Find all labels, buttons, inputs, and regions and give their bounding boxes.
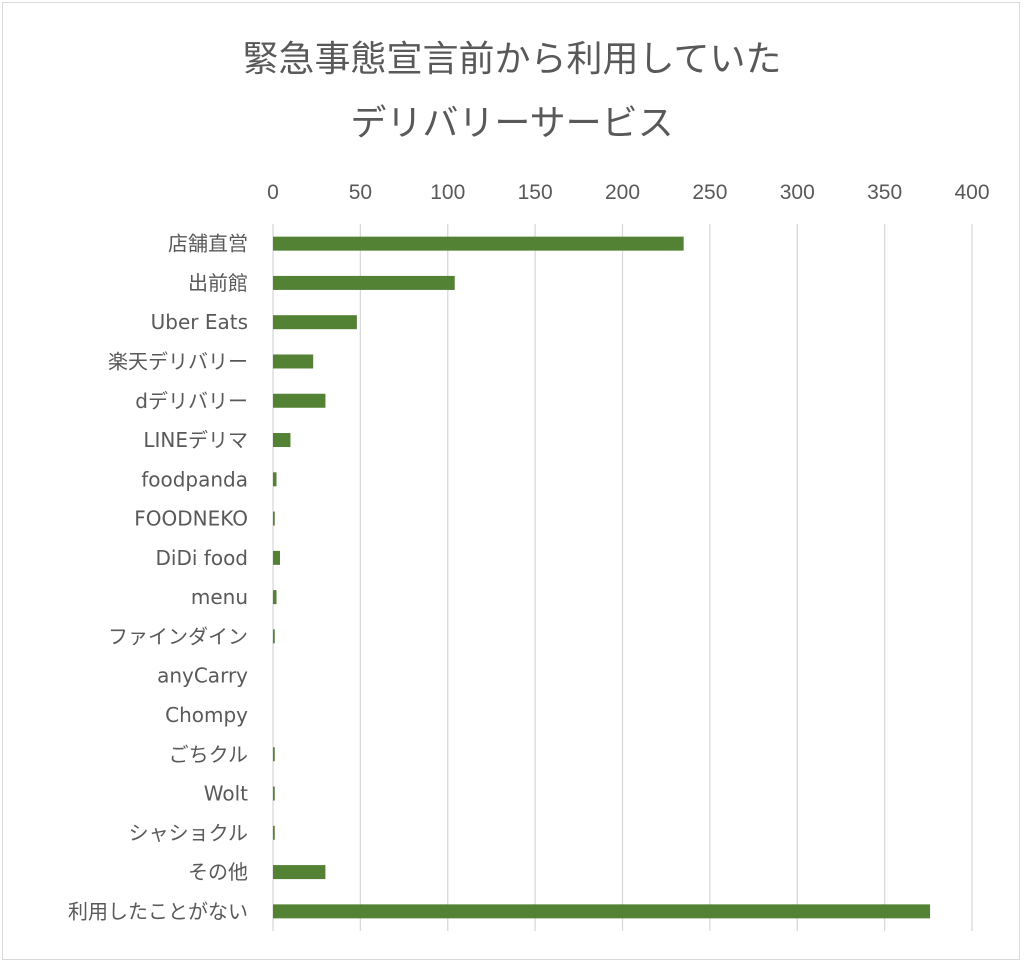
category-label: dデリバリー (135, 389, 248, 413)
bar (273, 393, 326, 408)
x-tick-label: 400 (954, 181, 989, 204)
bar (273, 550, 280, 565)
bar (273, 825, 275, 840)
bar (273, 904, 931, 919)
x-tick-label: 250 (692, 181, 727, 204)
category-label: Wolt (204, 782, 248, 806)
bar (273, 433, 291, 448)
category-label: 店舗直営 (168, 232, 248, 256)
category-label: DiDi food (156, 546, 248, 570)
bar (273, 629, 275, 644)
x-tick-label: 350 (867, 181, 902, 204)
category-label: 楽天デリバリー (108, 349, 248, 373)
category-label: FOODNEKO (134, 507, 248, 531)
category-label: 出前館 (188, 271, 248, 295)
category-label: その他 (188, 860, 248, 884)
category-label: ファインダイン (108, 624, 248, 648)
category-label: LINEデリマ (143, 428, 248, 452)
bar (273, 236, 684, 251)
category-label: foodpanda (141, 467, 248, 491)
x-tick-label: 100 (430, 181, 465, 204)
x-tick-labels: 0 50 100 150 200 250 300 350 400 (267, 181, 989, 204)
bar (273, 511, 275, 526)
category-label: ごちクル (169, 742, 248, 766)
bar (273, 275, 455, 290)
x-tick-label: 150 (518, 181, 553, 204)
x-tick-label: 200 (605, 181, 640, 204)
category-label: シャショクル (129, 821, 248, 845)
x-tick-label: 0 (267, 181, 279, 204)
bar (273, 786, 275, 801)
bar (273, 472, 277, 487)
bar (273, 354, 314, 369)
bar (273, 315, 357, 330)
gridlines (272, 224, 973, 931)
bar (273, 747, 275, 762)
x-tick-label: 300 (780, 181, 815, 204)
x-tick-label: 50 (349, 181, 372, 204)
category-label: Chompy (165, 703, 248, 727)
bar (273, 590, 277, 605)
chart-title-line2: デリバリーサービス (350, 103, 674, 144)
category-label: anyCarry (157, 664, 248, 688)
bars (273, 236, 931, 919)
chart-title-line1: 緊急事態宣言前から利用していた (242, 39, 782, 80)
bar (273, 865, 326, 880)
category-label: 利用したことがない (68, 899, 248, 923)
category-label: menu (191, 585, 248, 609)
category-label: Uber Eats (151, 310, 248, 334)
